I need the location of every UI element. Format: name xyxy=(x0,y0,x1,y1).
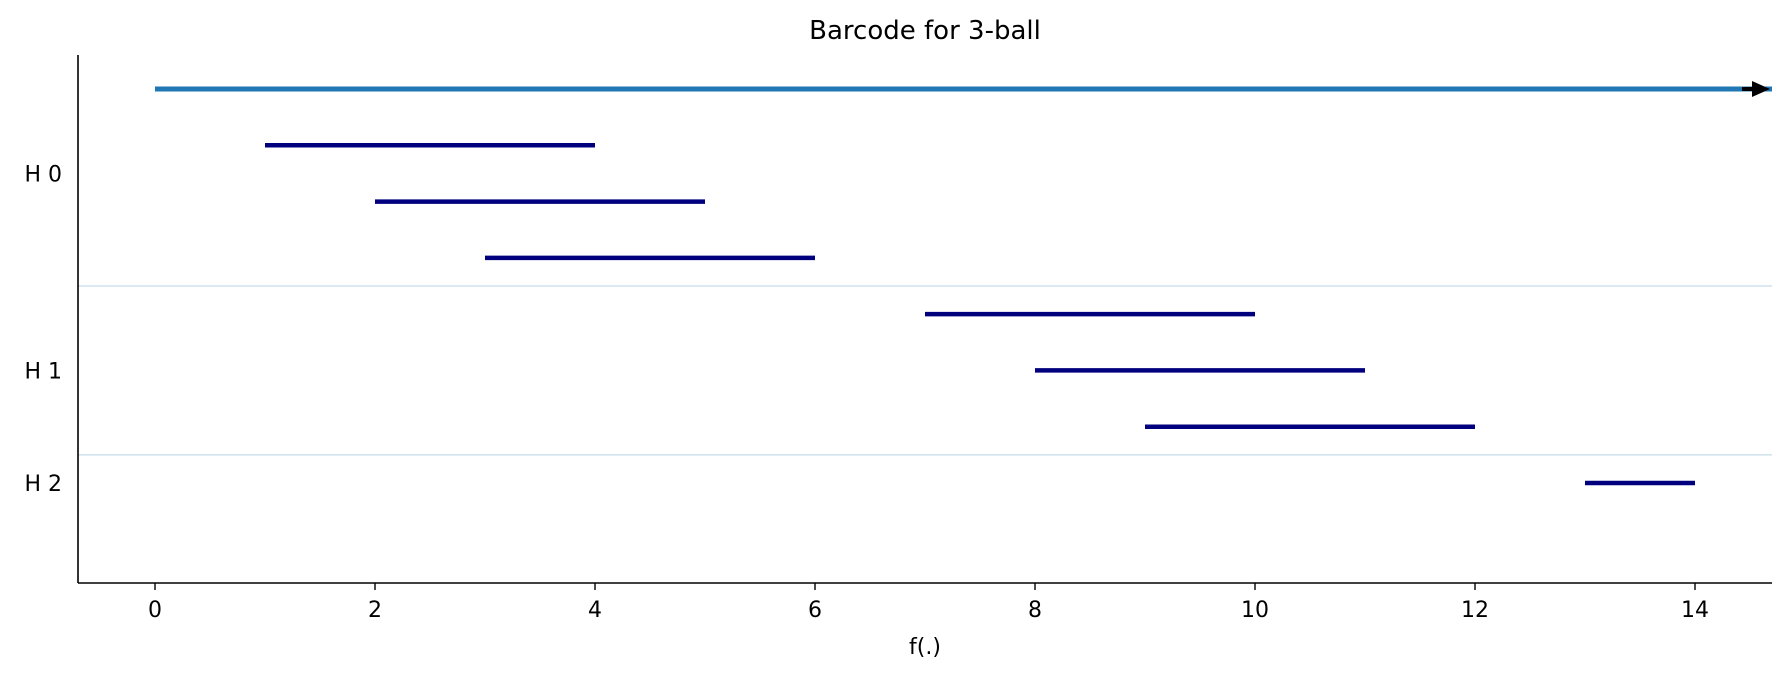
x-tick-label-3: 6 xyxy=(808,598,822,623)
bars-layer xyxy=(155,81,1772,486)
group-separators xyxy=(78,285,1772,456)
y-group-labels: H 0 H 1 H 2 xyxy=(24,162,62,497)
y-group-label-2: H 2 xyxy=(24,472,62,497)
axes xyxy=(77,55,1772,584)
x-tick-label-1: 2 xyxy=(368,598,382,623)
x-tick-label-5: 10 xyxy=(1241,598,1269,623)
x-tick-label-7: 14 xyxy=(1681,598,1709,623)
x-tick-label-2: 4 xyxy=(588,598,602,623)
x-ticks: 0 2 4 6 8 10 12 14 xyxy=(148,583,1709,623)
y-group-label-0: H 0 xyxy=(24,162,62,187)
x-tick-label-6: 12 xyxy=(1461,598,1489,623)
x-tick-label-0: 0 xyxy=(148,598,162,623)
x-axis-label: f(.) xyxy=(909,635,941,660)
chart-title: Barcode for 3-ball xyxy=(809,16,1041,46)
x-tick-label-4: 8 xyxy=(1028,598,1042,623)
infinite-arrow-head xyxy=(1752,81,1770,97)
y-group-label-1: H 1 xyxy=(24,359,62,384)
